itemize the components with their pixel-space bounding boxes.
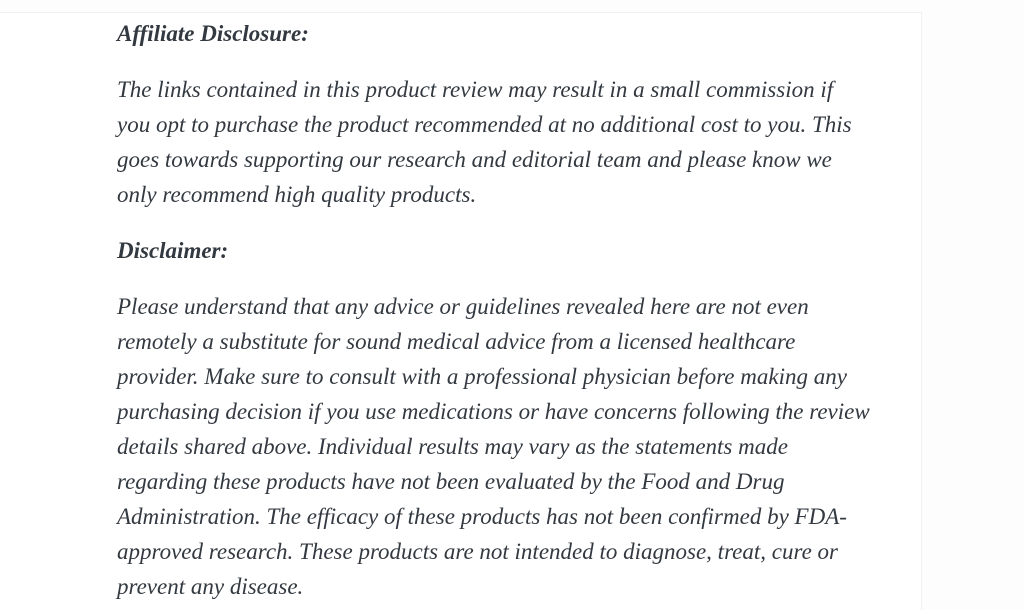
disclaimer-section: Disclaimer: Please understand that any a… [117, 233, 921, 604]
paragraph-line: goes towards supporting our research and… [117, 147, 832, 172]
affiliate-disclosure-paragraph: The links contained in this product revi… [117, 72, 921, 212]
paragraph-line: details shared above. Individual results… [117, 434, 788, 459]
paragraph-line: provider. Make sure to consult with a pr… [117, 364, 847, 389]
paragraph-line: you opt to purchase the product recommen… [117, 112, 852, 137]
paragraph-line: approved research. These products are no… [117, 539, 838, 564]
paragraph-line: purchasing decision if you use medicatio… [117, 399, 870, 424]
paragraph-line: Please understand that any advice or gui… [117, 294, 809, 319]
affiliate-disclosure-section: Affiliate Disclosure: The links containe… [117, 16, 921, 212]
paragraph-line: prevent any disease. [117, 574, 304, 599]
article-content-card: Affiliate Disclosure: The links containe… [0, 12, 922, 610]
affiliate-disclosure-heading: Affiliate Disclosure: [117, 21, 309, 46]
paragraph-line: Administration. The efficacy of these pr… [117, 504, 847, 529]
paragraph-line: only recommend high quality products. [117, 182, 477, 207]
disclosure-text-block: Affiliate Disclosure: The links containe… [0, 13, 921, 604]
paragraph-line: The links contained in this product revi… [117, 77, 834, 102]
disclaimer-heading: Disclaimer: [117, 238, 229, 263]
paragraph-line: remotely a substitute for sound medical … [117, 329, 796, 354]
disclaimer-paragraph: Please understand that any advice or gui… [117, 289, 921, 604]
paragraph-line: regarding these products have not been e… [117, 469, 785, 494]
